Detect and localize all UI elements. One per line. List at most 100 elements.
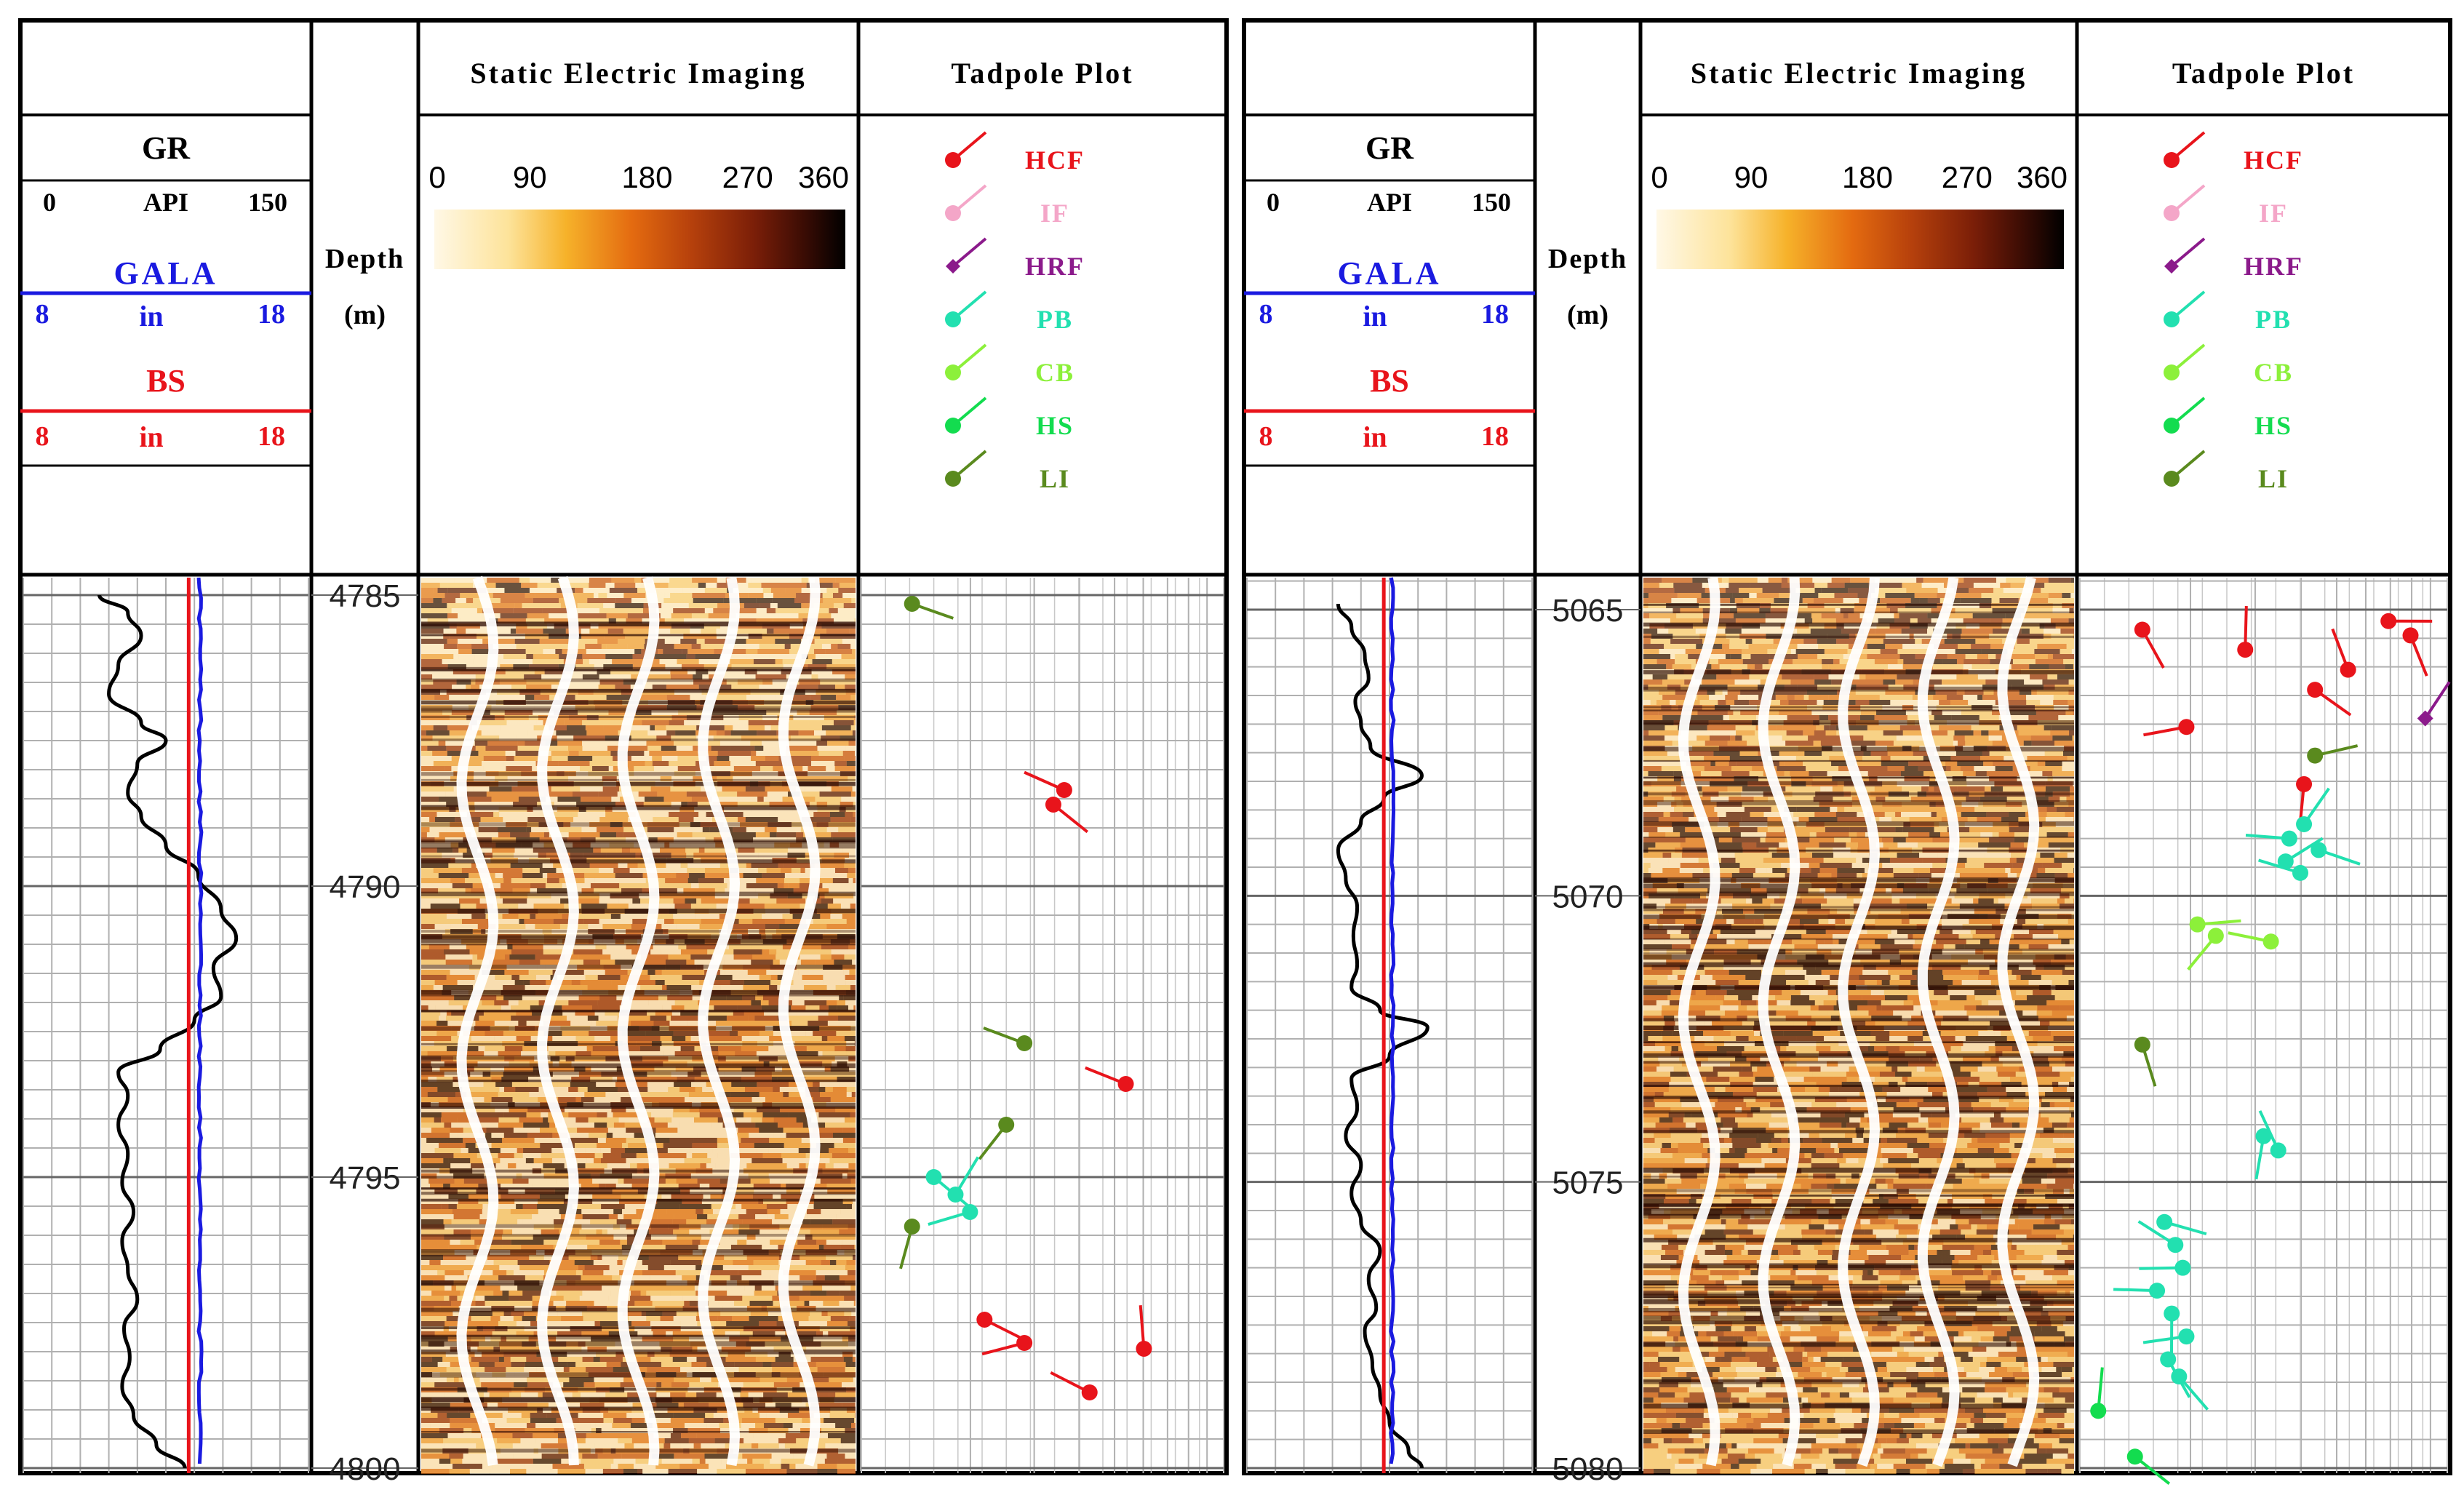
image-pixel (2038, 629, 2044, 634)
image-pixel (627, 613, 661, 618)
image-pixel (800, 868, 805, 873)
image-pixel (588, 771, 594, 776)
image-pixel (569, 751, 579, 756)
image-pixel (499, 812, 530, 817)
image-pixel (801, 603, 814, 608)
image-pixel (851, 1362, 856, 1367)
image-pixel (763, 1392, 788, 1398)
image-pixel (666, 1117, 672, 1123)
image-pixel (1835, 608, 1841, 613)
image-pixel (819, 792, 851, 797)
image-pixel (1927, 598, 1940, 603)
image-pixel (806, 1209, 821, 1214)
image-pixel (545, 883, 562, 888)
image-pixel (475, 1301, 485, 1306)
image-pixel (611, 797, 621, 802)
image-pixel (522, 868, 540, 873)
image-pixel (487, 1403, 498, 1408)
image-pixel (607, 593, 624, 598)
image-pixel (1916, 578, 1923, 583)
image-pixel (720, 985, 743, 990)
image-pixel (827, 802, 840, 807)
image-pixel (517, 1285, 544, 1291)
image-pixel (620, 1382, 640, 1387)
image-pixel (629, 868, 656, 873)
image-pixel (816, 802, 828, 807)
image-pixel (1730, 598, 1735, 603)
image-pixel (499, 802, 514, 807)
image-pixel (421, 1255, 444, 1260)
image-pixel (673, 898, 685, 904)
image-pixel (441, 1204, 449, 1209)
image-pixel (817, 1469, 837, 1474)
image-pixel (733, 914, 762, 919)
image-pixel (1702, 618, 1736, 623)
image-pixel (535, 1316, 562, 1321)
image-pixel (1675, 654, 1688, 659)
image-pixel (725, 1331, 740, 1336)
image-pixel (680, 965, 697, 970)
image-pixel (764, 725, 771, 730)
image-pixel (586, 1367, 613, 1372)
image-pixel (704, 873, 735, 878)
image-pixel (1664, 644, 1697, 649)
image-pixel (421, 1362, 438, 1367)
image-pixel (1648, 593, 1678, 598)
image-pixel (563, 1296, 580, 1301)
image-pixel (421, 1143, 439, 1148)
image-pixel (421, 929, 445, 934)
image-pixel (421, 1336, 448, 1341)
image-pixel (743, 1112, 763, 1117)
image-pixel (494, 1000, 509, 1005)
image-pixel (1643, 649, 1659, 654)
image-pixel (837, 659, 848, 664)
image-pixel (645, 1138, 670, 1143)
image-pixel (471, 685, 480, 690)
image-pixel (837, 1469, 856, 1474)
image-pixel (703, 1194, 711, 1199)
image-pixel (787, 853, 805, 858)
image-pixel (664, 639, 681, 644)
image-pixel (539, 1128, 557, 1133)
image-pixel (675, 730, 696, 735)
image-pixel (473, 776, 495, 781)
image-pixel (572, 792, 599, 797)
image-pixel (669, 842, 691, 848)
image-pixel (421, 949, 444, 954)
image-pixel (503, 817, 528, 822)
image-pixel (492, 1331, 517, 1336)
image-pixel (763, 1464, 781, 1469)
image-pixel (730, 1021, 762, 1026)
image-pixel (427, 746, 447, 751)
image-pixel (1781, 578, 1788, 583)
image-pixel (855, 751, 856, 756)
gr-scale-max: 150 (248, 188, 287, 217)
image-pixel (846, 1082, 856, 1087)
image-pixel (691, 1362, 707, 1367)
image-pixel (789, 1464, 796, 1469)
image-pixel (829, 812, 845, 817)
image-pixel (526, 654, 533, 659)
image-pixel (616, 848, 622, 853)
image-pixel (421, 664, 448, 669)
image-pixel (578, 1046, 587, 1051)
image-pixel (653, 1331, 666, 1336)
image-pixel (468, 990, 501, 995)
image-pixel (690, 1341, 707, 1347)
image-pixel (817, 1296, 845, 1301)
image-pixel (737, 802, 770, 807)
image-pixel (2068, 634, 2073, 639)
image-pixel (666, 695, 690, 700)
image-pixel (716, 786, 722, 792)
image-pixel (614, 929, 626, 934)
image-pixel (838, 1448, 856, 1454)
image-pixel (561, 1459, 567, 1464)
image-pixel (471, 679, 476, 685)
image-pixel (743, 873, 762, 878)
image-pixel (647, 1265, 664, 1270)
image-pixel (526, 1021, 543, 1026)
image-pixel (421, 1097, 448, 1102)
image-pixel (444, 1270, 464, 1275)
image-pixel (506, 1418, 530, 1423)
gr-curve (97, 594, 239, 1469)
